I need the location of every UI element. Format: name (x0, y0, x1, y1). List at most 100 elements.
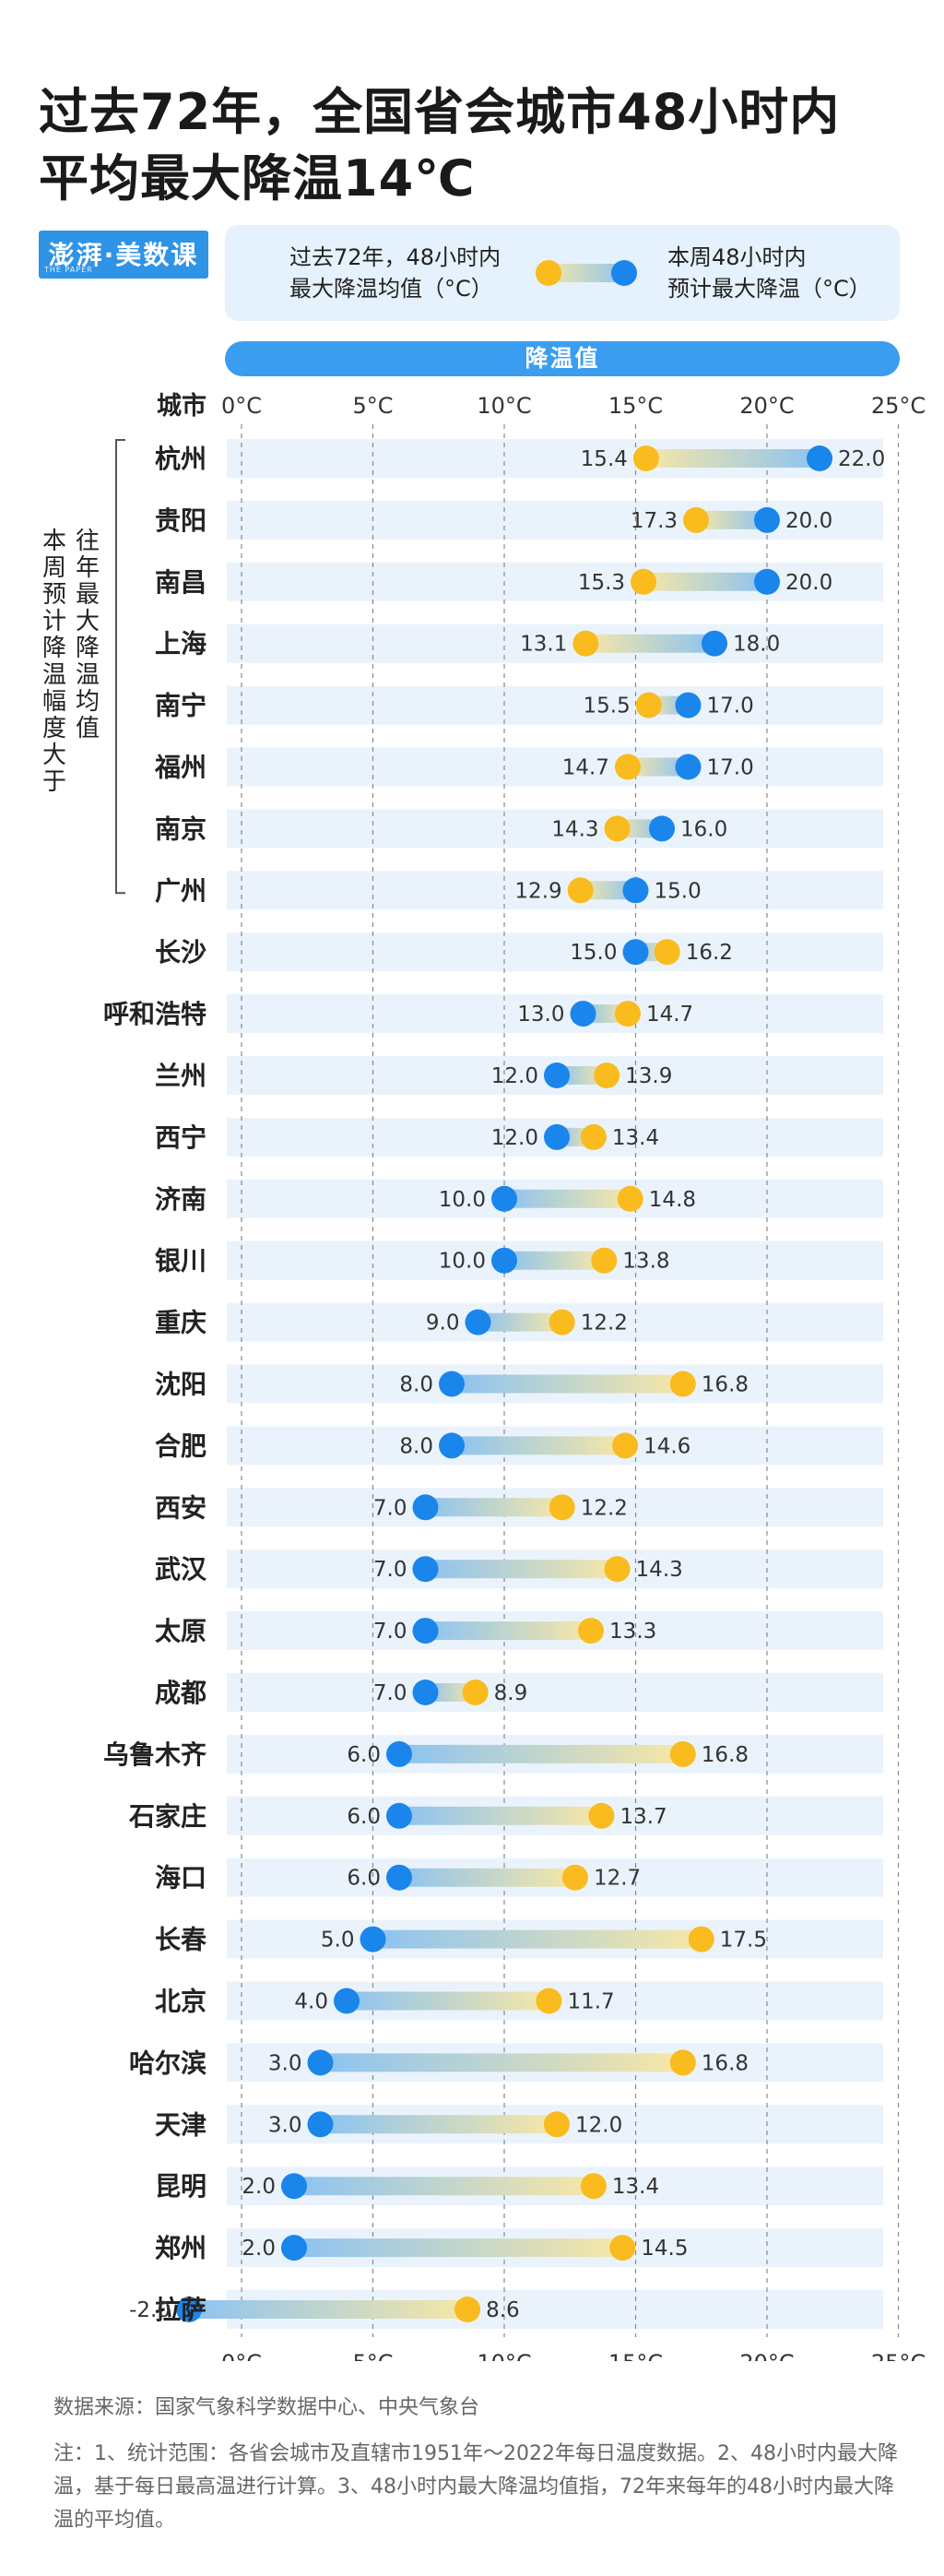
week-value-label: 15.0 (655, 879, 702, 903)
past-value-label: 8.9 (494, 1681, 528, 1705)
side-label-line1: 往年最大降温均值 (75, 528, 100, 742)
past-dot (580, 1123, 607, 1150)
week-dot (386, 1740, 412, 1767)
row-band (227, 685, 883, 725)
week-value-label: 22.0 (838, 447, 885, 471)
past-value-label: 15.3 (578, 571, 625, 595)
dumbbell-link (696, 510, 767, 529)
past-value-label: 13.4 (612, 1126, 659, 1150)
past-dot (614, 1001, 641, 1027)
past-dot (594, 1062, 620, 1088)
city-label: 银川 (155, 1246, 206, 1276)
week-value-label: 8.0 (399, 1434, 433, 1458)
past-value-label: 13.7 (620, 1805, 667, 1829)
city-label: 济南 (155, 1184, 206, 1215)
week-dot (281, 2235, 307, 2261)
week-value-label: 3.0 (268, 2051, 302, 2075)
city-label: 武汉 (155, 1554, 207, 1585)
week-dot (754, 568, 780, 595)
week-dot (622, 939, 649, 966)
dumbbell-link (504, 1251, 605, 1270)
legend-past-dot (536, 260, 561, 286)
legend-week-label: 本周48小时内 预计最大降温（°C） (667, 244, 871, 302)
past-value-label: 16.2 (686, 941, 733, 965)
past-value-label: 13.9 (625, 1064, 672, 1088)
x-tick-label: 15°C (608, 393, 663, 419)
week-value-label: 7.0 (373, 1681, 407, 1705)
past-dot (536, 1988, 562, 2014)
week-value-label: 15.0 (570, 941, 617, 965)
side-label-line2: 本周预计降温幅度大于 (41, 528, 66, 796)
past-dot (549, 1494, 575, 1521)
dumbbell-link (372, 1929, 702, 1949)
city-label: 呼和浩特 (103, 999, 206, 1029)
week-dot (439, 1432, 465, 1459)
past-dot (588, 1802, 615, 1829)
week-dot (386, 1864, 412, 1891)
week-value-label: 17.0 (707, 756, 754, 780)
dumbbell-link (478, 1312, 562, 1332)
dumbbell-link (557, 1066, 608, 1085)
week-dot (412, 1494, 439, 1521)
x-tick-label: 5°C (352, 2350, 393, 2361)
city-label: 乌鲁木齐 (103, 1739, 207, 1770)
city-label: 南京 (155, 813, 206, 844)
x-tick-label: 10°C (477, 393, 531, 419)
past-dot (632, 445, 659, 471)
footnotes: 注：1、统计范围：各省会城市及直辖市1951年～2022年每日温度数据。2、48… (53, 2442, 898, 2532)
past-dot (635, 692, 662, 718)
week-value-label: 13.0 (517, 1003, 564, 1027)
row-band (227, 994, 883, 1034)
past-value-label: 16.8 (702, 1373, 749, 1397)
city-label: 昆明 (155, 2171, 206, 2202)
logo-text: 澎湃·美数课 (48, 240, 199, 270)
past-value-label: 14.3 (636, 1558, 683, 1582)
week-value-label: 18.0 (733, 633, 780, 657)
group-bracket (115, 439, 125, 895)
row-band (227, 932, 883, 972)
dumbbell-link (399, 1744, 683, 1763)
week-value-label: 12.0 (491, 1126, 538, 1150)
past-value-label: 13.3 (609, 1620, 656, 1644)
dumbbell-link (504, 1189, 631, 1208)
data-source: 数据来源：国家气象科学数据中心、中央气象台 (53, 2396, 480, 2419)
dumbbell-link (189, 2300, 468, 2319)
past-dot (654, 939, 680, 966)
dumbbell-link (452, 1436, 626, 1455)
week-dot (334, 1988, 360, 2014)
row-band (227, 871, 883, 910)
city-label: 哈尔滨 (129, 2048, 206, 2078)
dumbbell-link (347, 1991, 549, 2011)
week-value-label: 17.0 (707, 694, 754, 718)
city-label: 长沙 (155, 937, 206, 967)
x-tick-label: 25°C (871, 2350, 926, 2361)
week-value-label: 8.0 (399, 1373, 433, 1397)
x-tick-label: 25°C (871, 393, 926, 419)
city-label: 兰州 (155, 1061, 206, 1091)
past-dot (604, 1556, 631, 1583)
week-dot (491, 1247, 517, 1274)
dumbbell-link (452, 1374, 683, 1394)
city-label: 海口 (155, 1863, 206, 1893)
city-label: 南昌 (155, 567, 206, 598)
past-value-label: 14.7 (646, 1003, 693, 1027)
city-label: 沈阳 (155, 1370, 206, 1400)
axis-bar-label: 降温值 (225, 341, 900, 376)
city-label: 重庆 (155, 1308, 206, 1338)
past-value-label: 16.8 (702, 1743, 749, 1767)
past-dot (572, 630, 599, 657)
past-value-label: 13.8 (622, 1250, 669, 1274)
week-value-label: 20.0 (785, 509, 832, 533)
week-value-label: 16.0 (680, 817, 727, 841)
row-band (227, 623, 883, 663)
week-dot (622, 877, 649, 904)
dumbbell-link (399, 1868, 575, 1887)
past-value-label: 13.4 (612, 2175, 659, 2199)
week-dot (439, 1371, 465, 1397)
week-dot (386, 1802, 412, 1829)
dumbbell-link (425, 1560, 618, 1579)
past-value-label: 14.3 (551, 817, 598, 841)
past-dot (454, 2297, 481, 2322)
past-value-label: 15.5 (584, 694, 631, 718)
week-dot (807, 445, 832, 471)
